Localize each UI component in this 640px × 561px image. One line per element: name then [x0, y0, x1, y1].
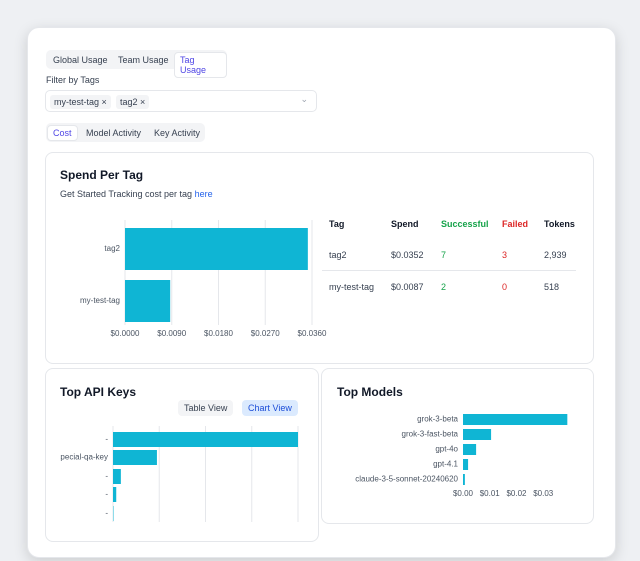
table-cell: 2,939 — [544, 250, 567, 260]
table-cell: 2 — [441, 282, 447, 292]
y-tick-label: claude-3-5-sonnet-20240620 — [355, 475, 458, 484]
table-cell: my-test-tag — [329, 282, 375, 292]
table-cell: $0.0087 — [391, 282, 424, 292]
x-tick-label: $0.00 — [453, 489, 474, 498]
bar — [113, 450, 157, 465]
keys-chart: - special-qa-key - - - — [56, 426, 299, 522]
tab[interactable]: Global Usage — [53, 55, 108, 65]
bar — [125, 228, 308, 270]
table-header: Tokens — [544, 219, 575, 229]
chip-label: my-test-tag — [54, 97, 100, 107]
x-tick-label: $0.0270 — [251, 329, 280, 338]
keys-card — [45, 368, 319, 542]
y-tick-label: - — [105, 472, 108, 481]
table-header: Tag — [329, 219, 345, 229]
table-view-button[interactable]: Table View — [178, 400, 234, 416]
bar — [463, 444, 477, 455]
table-cell: 3 — [502, 250, 508, 260]
x-tick-label: $0.0090 — [157, 329, 186, 338]
filter-label: Filter by Tags — [46, 75, 100, 85]
bar — [463, 459, 469, 470]
y-tick-label: - — [105, 435, 108, 444]
y-tick-label: my-test-tag — [80, 296, 120, 305]
spend-chart: $0.0000 $0.0090 $0.0180 $0.0270 $0.0360 tag2 m… — [80, 220, 327, 338]
table-cell: 7 — [441, 250, 447, 260]
subtab[interactable]: Model Activity — [86, 128, 142, 138]
tab-bar: Global Usage Team Usage Tag Usage — [46, 50, 227, 78]
table-cell: 0 — [502, 282, 508, 292]
bar — [463, 429, 492, 440]
card-title: Spend Per Tag — [60, 168, 144, 182]
table-header: Successful — [441, 219, 489, 229]
subtab-active[interactable]: Cost — [47, 125, 78, 141]
tab-active[interactable]: Tag Usage — [174, 52, 227, 78]
y-tick-label: - — [105, 509, 108, 518]
models-chart: $0.00 $0.01 $0.02 $0.03 grok-3-beta grok-3-fa… — [355, 414, 568, 498]
card-title: Top Models — [337, 385, 403, 399]
table-cell: 518 — [544, 282, 560, 292]
y-tick-label: tag2 — [104, 244, 120, 253]
bar — [113, 432, 298, 447]
table-header: Failed — [502, 219, 529, 229]
bar — [113, 469, 121, 484]
chip: tag2 × — [116, 95, 150, 109]
x-tick-label: $0.01 — [480, 489, 501, 498]
y-tick-label: - — [105, 490, 108, 499]
bar — [113, 487, 117, 502]
y-tick-label: special-qa-key — [56, 453, 108, 462]
bar — [463, 414, 568, 425]
row-divider — [322, 270, 576, 271]
link[interactable]: here — [194, 189, 213, 199]
subtab[interactable]: Key Activity — [154, 128, 201, 138]
subtab-bar: Cost Model Activity Key Activity — [46, 123, 205, 142]
x-tick-label: $0.0180 — [204, 329, 233, 338]
x-tick-label: $0.03 — [533, 489, 554, 498]
y-tick-label: gpt-4o — [435, 445, 458, 454]
y-tick-label: grok-3-beta — [417, 415, 458, 424]
models-card — [321, 368, 594, 524]
table-header: Spend — [391, 219, 419, 229]
chip: my-test-tag × — [50, 95, 111, 109]
table-cell: tag2 — [329, 250, 347, 260]
x-tick-label: $0.0360 — [298, 329, 327, 338]
chart-view-button[interactable]: Chart View — [242, 400, 298, 416]
bar — [125, 280, 171, 322]
y-tick-label: grok-3-fast-beta — [402, 430, 459, 439]
x-tick-label: $0.0000 — [111, 329, 140, 338]
y-tick-label: gpt-4.1 — [433, 460, 458, 469]
tag-select[interactable]: my-test-tag × tag2 × ⌄ — [45, 90, 317, 112]
bar — [463, 474, 465, 485]
chip-label: tag2 — [120, 97, 138, 107]
tab[interactable]: Team Usage — [118, 55, 169, 65]
card-title: Top API Keys — [60, 385, 137, 399]
card-subtitle: Get Started Tracking cost per tag here — [60, 189, 213, 199]
intro-text: Get Started Tracking cost per tag — [60, 189, 193, 199]
x-tick-label: $0.02 — [506, 489, 527, 498]
table-cell: $0.0352 — [391, 250, 424, 260]
dropdown-arrow: ⌄ — [300, 94, 308, 104]
